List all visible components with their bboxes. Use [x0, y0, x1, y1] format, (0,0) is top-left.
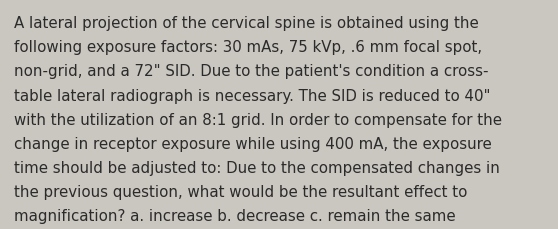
- Text: A lateral projection of the cervical spine is obtained using the: A lateral projection of the cervical spi…: [14, 16, 479, 31]
- Text: table lateral radiograph is necessary. The SID is reduced to 40": table lateral radiograph is necessary. T…: [14, 88, 490, 103]
- Text: the previous question, what would be the resultant effect to: the previous question, what would be the…: [14, 184, 468, 199]
- Text: change in receptor exposure while using 400 mA, the exposure: change in receptor exposure while using …: [14, 136, 492, 151]
- Text: magnification? a. increase b. decrease c. remain the same: magnification? a. increase b. decrease c…: [14, 208, 455, 223]
- Text: following exposure factors: 30 mAs, 75 kVp, .6 mm focal spot,: following exposure factors: 30 mAs, 75 k…: [14, 40, 482, 55]
- Text: time should be adjusted to: Due to the compensated changes in: time should be adjusted to: Due to the c…: [14, 160, 500, 175]
- Text: non-grid, and a 72" SID. Due to the patient's condition a cross-: non-grid, and a 72" SID. Due to the pati…: [14, 64, 488, 79]
- Text: with the utilization of an 8:1 grid. In order to compensate for the: with the utilization of an 8:1 grid. In …: [14, 112, 502, 127]
